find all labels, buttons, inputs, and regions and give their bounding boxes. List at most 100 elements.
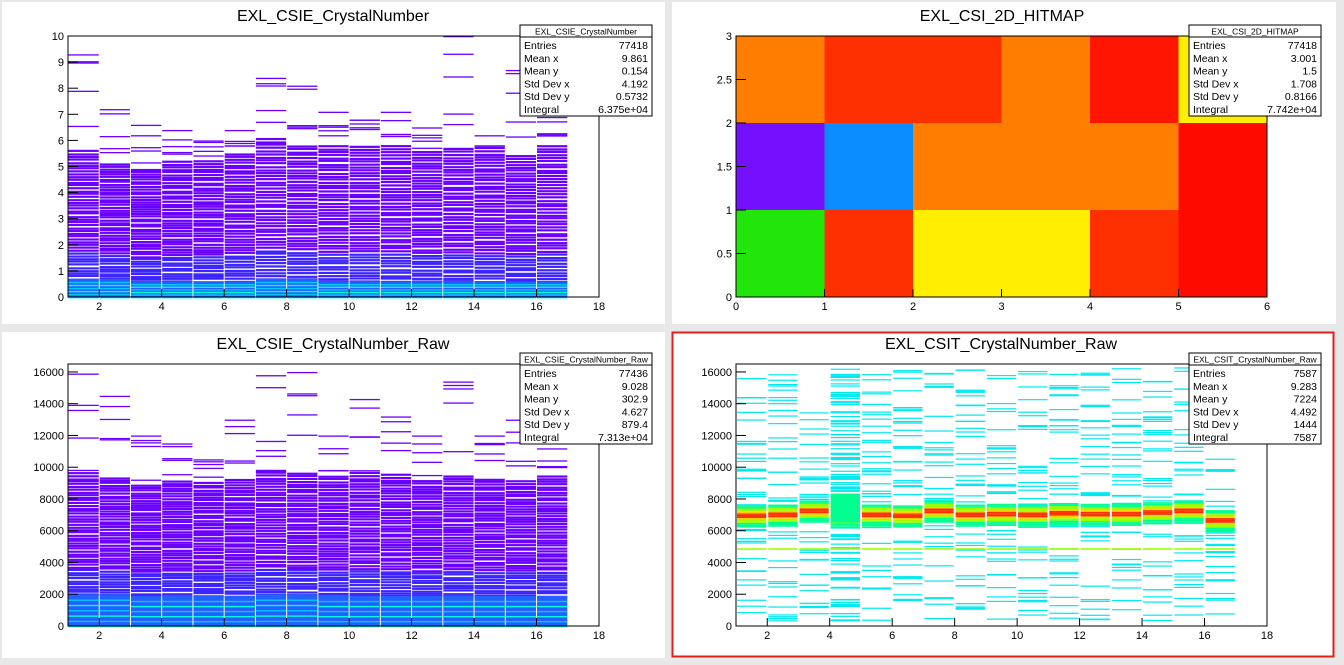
histogram-bin	[537, 259, 568, 262]
histogram-bin	[1018, 614, 1048, 616]
histogram-bin	[1080, 608, 1110, 610]
histogram-bin	[799, 606, 829, 609]
histogram-bin	[924, 373, 954, 375]
histogram-bin	[162, 170, 193, 173]
histogram-bin	[505, 225, 537, 228]
histogram-bin	[318, 484, 349, 487]
histogram-bin	[1049, 488, 1079, 490]
histogram-bin	[505, 236, 537, 239]
histogram-bin	[1143, 477, 1173, 480]
histogram-bin	[861, 523, 892, 526]
histogram-bin	[318, 262, 349, 265]
histogram-bin	[99, 500, 130, 503]
histogram-bin	[130, 257, 162, 260]
histogram-bin	[1049, 482, 1079, 484]
histogram-bin	[1080, 536, 1110, 538]
heatmap-cell	[1001, 210, 1090, 297]
histogram-bin	[130, 534, 162, 537]
histogram-bin	[162, 289, 193, 291]
histogram-bin	[99, 552, 130, 555]
histogram-bin	[986, 503, 1017, 506]
y-axis: 00.511.522.53	[717, 31, 746, 304]
stats-label: Mean y	[1193, 394, 1228, 406]
histogram-bin	[955, 506, 985, 508]
histogram-bin	[349, 148, 380, 152]
histogram-bin	[1205, 530, 1235, 533]
histogram-bin	[318, 552, 349, 555]
histogram-bin	[768, 606, 798, 608]
histogram-bin	[287, 488, 318, 492]
histogram-bin	[443, 226, 474, 230]
histogram-bin	[68, 290, 99, 293]
pad-csit-crystal-number-raw[interactable]: EXL_CSIT_CrystalNumber_Raw 2 4 6 8 10 12 14 16 1…	[671, 331, 1335, 658]
pad-crystal-number-raw[interactable]: EXL_CSIE_CrystalNumber_Raw 2 4 6 8 10 12 14 16 1…	[2, 332, 665, 658]
histogram-bin	[349, 259, 380, 262]
histogram-bin	[1143, 521, 1173, 523]
histogram-bin	[505, 155, 537, 158]
histogram-bin	[224, 533, 255, 536]
histogram-bin	[380, 522, 412, 525]
histogram-bin	[924, 565, 954, 567]
histogram-bin	[1205, 518, 1235, 520]
heatmap-cell	[1090, 36, 1179, 123]
histogram-bin	[255, 499, 287, 502]
histogram-bin	[537, 297, 568, 299]
histogram-bin	[830, 515, 860, 517]
histogram-bin	[130, 500, 162, 503]
histogram-bin	[861, 462, 892, 464]
histogram-bin	[537, 610, 568, 613]
histogram-bin	[474, 291, 505, 294]
histogram-bin	[380, 528, 412, 531]
histogram-bin	[224, 566, 255, 569]
histogram-bin	[224, 419, 255, 421]
histogram-bin	[224, 577, 255, 580]
histogram-bin	[1143, 500, 1173, 502]
stats-value: 1.708	[1291, 78, 1317, 90]
histogram-bin	[1174, 462, 1204, 464]
histogram-bin	[224, 235, 255, 238]
histogram-bin	[1111, 587, 1142, 589]
histogram-bin	[830, 552, 860, 554]
histogram-bin	[255, 141, 287, 144]
y-tick-label: 12000	[33, 430, 64, 442]
y-tick-label: 6	[58, 135, 64, 147]
histogram-bin	[861, 548, 892, 550]
histogram-bin	[193, 192, 224, 195]
pad-crystal-number[interactable]: EXL_CSIE_CrystalNumber 2 4 6 8 10 12 14 16 18 01…	[2, 2, 665, 324]
histogram-bin	[412, 533, 443, 536]
histogram-bin	[799, 508, 829, 511]
histogram-bin	[768, 471, 798, 473]
histogram-bin	[1174, 521, 1204, 523]
histogram-bin	[474, 488, 505, 491]
histogram-bin	[68, 255, 99, 258]
histogram-bin	[224, 238, 255, 241]
histogram-bin	[193, 219, 224, 223]
histogram-bin	[537, 505, 568, 508]
histogram-bin	[287, 541, 318, 544]
histogram-bin	[99, 487, 130, 490]
histogram-bin	[255, 137, 287, 141]
histogram-bin	[224, 462, 255, 464]
histogram-bin	[255, 494, 287, 497]
histogram-bin	[474, 266, 505, 269]
stats-label: Mean y	[1193, 66, 1228, 78]
histogram-bin	[737, 491, 767, 493]
histogram-bin	[443, 169, 474, 172]
histogram-bin	[474, 182, 505, 185]
histogram-bin	[255, 225, 287, 228]
histogram-bin	[99, 186, 130, 189]
histogram-bin	[287, 620, 318, 623]
histogram-bin	[99, 495, 130, 499]
histogram-bin	[474, 248, 505, 252]
histogram-bin	[99, 395, 130, 398]
histogram-bin	[318, 477, 349, 481]
histogram-bin	[505, 286, 537, 288]
histogram-bin	[287, 281, 318, 284]
histogram-bin	[318, 589, 349, 592]
